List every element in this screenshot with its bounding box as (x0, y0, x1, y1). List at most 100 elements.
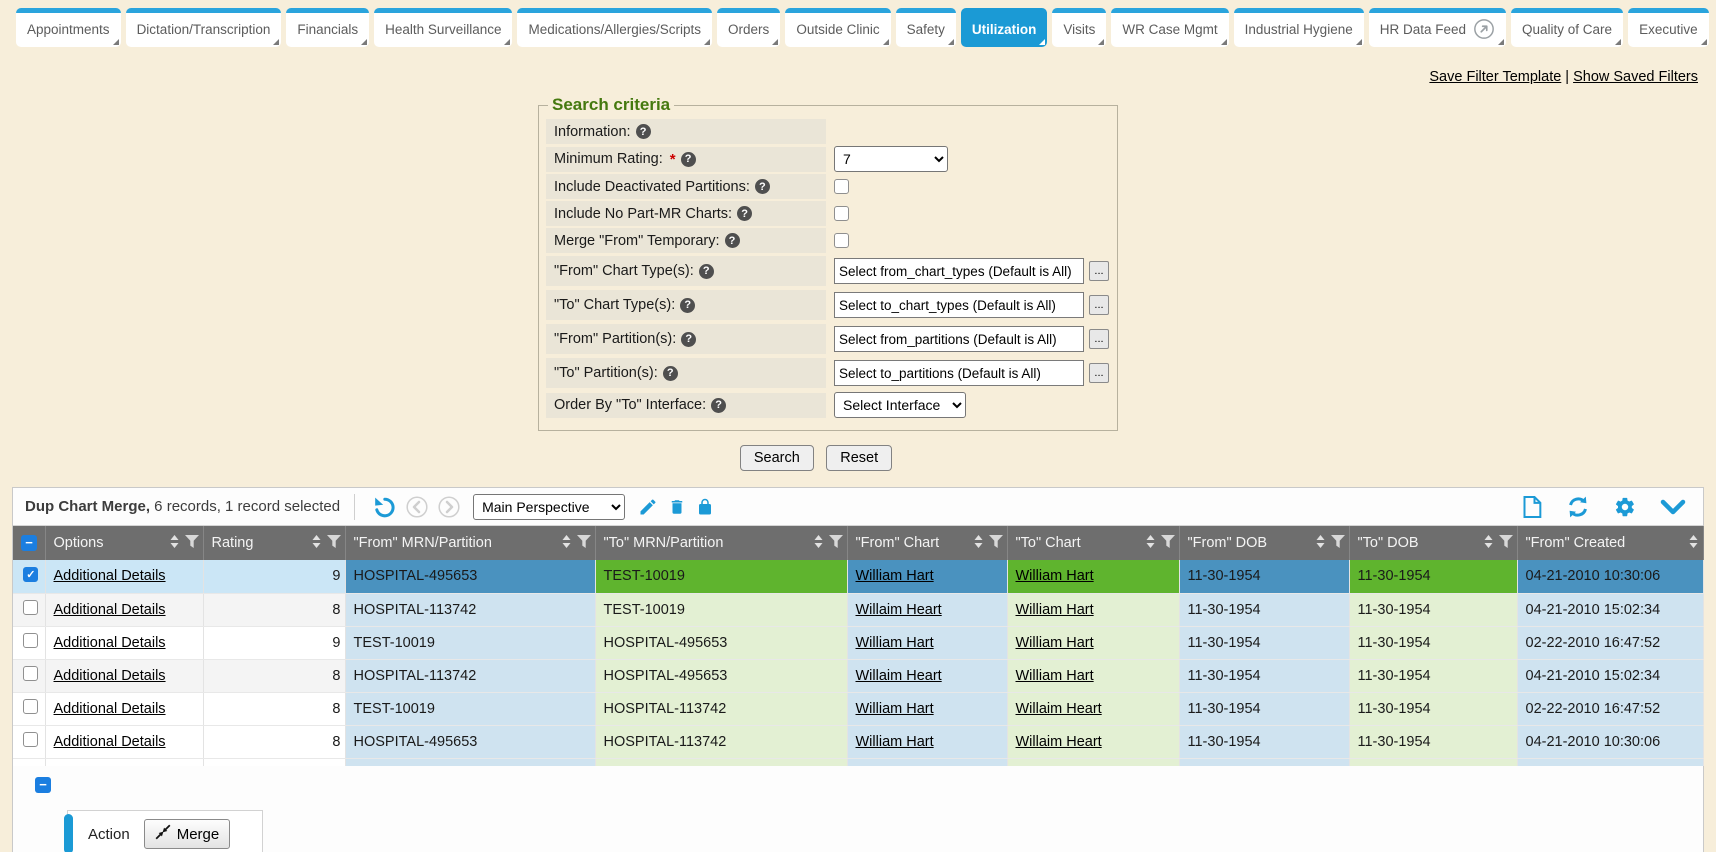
additional-details-link[interactable]: Additional Details (53, 601, 166, 618)
row-checkbox[interactable] (23, 666, 39, 681)
to-partitions-picker-button[interactable] (1089, 363, 1109, 383)
chevron-left-circle-icon[interactable] (406, 495, 428, 518)
tab-industrial-hygiene[interactable]: Industrial Hygiene (1233, 8, 1364, 47)
column-header-to-mrn-partition[interactable]: "To" MRN/Partition (595, 526, 848, 560)
sort-arrows-icon[interactable] (973, 534, 984, 553)
undo-icon[interactable] (372, 495, 396, 519)
merge-button[interactable]: Merge (143, 819, 231, 849)
tab-hr-data-feed[interactable]: HR Data Feed (1368, 8, 1507, 47)
sort-arrows-icon[interactable] (311, 534, 322, 553)
additional-details-link[interactable]: Additional Details (53, 667, 166, 684)
row-checkbox[interactable] (23, 600, 39, 615)
from-partitions-input[interactable] (834, 326, 1084, 352)
help-icon[interactable] (711, 397, 727, 413)
tab-orders[interactable]: Orders (717, 8, 781, 47)
from-partitions-picker-button[interactable] (1089, 329, 1109, 349)
merge-from-temporary-checkbox[interactable] (834, 233, 849, 248)
additional-details-link[interactable]: Additional Details (53, 733, 166, 750)
row-checkbox[interactable] (23, 699, 39, 714)
funnel-icon[interactable] (828, 534, 843, 552)
funnel-icon[interactable] (1330, 534, 1345, 552)
to-chart-types-input[interactable] (834, 292, 1084, 318)
to-chart-link[interactable]: Willaim Heart (1015, 733, 1102, 750)
perspective-select[interactable]: Main Perspective (473, 493, 626, 520)
include-deactivated-partitions-checkbox[interactable] (834, 179, 849, 194)
help-icon[interactable] (737, 206, 753, 221)
funnel-icon[interactable] (1160, 534, 1175, 552)
additional-details-link[interactable]: Additional Details (53, 700, 166, 717)
tab-quality-of-care[interactable]: Quality of Care (1511, 8, 1624, 47)
refresh-icon[interactable] (1566, 495, 1590, 519)
lock-icon[interactable] (696, 497, 714, 517)
from-chart-link[interactable]: William Hart (855, 733, 934, 750)
gear-icon[interactable] (1614, 496, 1636, 518)
sort-arrows-icon[interactable] (1483, 534, 1494, 553)
from-chart-link[interactable]: William Hart (855, 700, 934, 717)
funnel-icon[interactable] (576, 534, 591, 552)
sort-arrows-icon[interactable] (1315, 534, 1326, 553)
to-chart-link[interactable]: William Hart (1015, 601, 1094, 618)
tab-medications-allergies-scripts[interactable]: Medications/Allergies/Scripts (517, 8, 713, 47)
search-button[interactable]: Search (739, 445, 814, 471)
help-icon[interactable] (754, 179, 770, 194)
column-header-rating[interactable]: Rating (203, 526, 346, 560)
tab-safety[interactable]: Safety (895, 8, 956, 47)
column-header-from-mrn-partition[interactable]: "From" MRN/Partition (345, 526, 596, 560)
external-link-circle-icon[interactable] (1473, 18, 1495, 40)
row-checkbox[interactable] (23, 732, 39, 747)
from-chart-types-picker-button[interactable] (1089, 261, 1109, 281)
help-icon[interactable] (698, 263, 714, 279)
tab-outside-clinic[interactable]: Outside Clinic (785, 8, 891, 47)
column-header-from-dob[interactable]: "From" DOB (1179, 526, 1350, 560)
sort-arrows-icon[interactable] (813, 534, 824, 553)
column-header-options[interactable]: Options (45, 526, 204, 560)
select-all-bottom-checkbox[interactable] (35, 776, 51, 793)
to-partitions-input[interactable] (834, 360, 1084, 386)
trash-icon[interactable] (668, 497, 686, 517)
save-filter-template-link[interactable]: Save Filter Template (1429, 69, 1562, 85)
chevron-down-icon[interactable] (1660, 498, 1686, 516)
chevron-right-circle-icon[interactable] (438, 495, 460, 518)
funnel-icon[interactable] (326, 534, 341, 552)
help-icon[interactable] (662, 365, 678, 381)
sort-arrows-icon[interactable] (1688, 534, 1699, 553)
reset-button[interactable]: Reset (826, 445, 893, 471)
column-header-to-dob[interactable]: "To" DOB (1349, 526, 1518, 560)
new-document-icon[interactable] (1522, 495, 1542, 519)
from-chart-link[interactable]: William Hart (855, 568, 934, 585)
to-chart-link[interactable]: William Hart (1015, 634, 1094, 651)
help-icon[interactable] (680, 151, 696, 167)
from-chart-link[interactable]: Willaim Heart (855, 667, 942, 684)
sort-arrows-icon[interactable] (169, 534, 180, 553)
tab-wr-case-mgmt[interactable]: WR Case Mgmt (1111, 8, 1229, 47)
show-saved-filters-link[interactable]: Show Saved Filters (1573, 69, 1698, 85)
from-chart-types-input[interactable] (834, 258, 1084, 284)
funnel-icon[interactable] (988, 534, 1003, 552)
sort-arrows-icon[interactable] (1145, 534, 1156, 553)
column-header-from-created[interactable]: "From" Created (1517, 526, 1704, 560)
pencil-icon[interactable] (638, 497, 658, 517)
sort-arrows-icon[interactable] (561, 534, 572, 553)
tab-visits[interactable]: Visits (1052, 8, 1107, 47)
help-icon[interactable] (681, 331, 697, 347)
tab-health-surveillance[interactable]: Health Surveillance (374, 8, 513, 47)
funnel-icon[interactable] (1498, 534, 1513, 552)
to-chart-types-picker-button[interactable] (1089, 295, 1109, 315)
tab-financials[interactable]: Financials (286, 8, 370, 47)
column-header-to-chart[interactable]: "To" Chart (1007, 526, 1180, 560)
help-icon[interactable] (635, 124, 651, 139)
tab-executive[interactable]: Executive (1628, 8, 1709, 47)
additional-details-link[interactable]: Additional Details (53, 568, 166, 585)
help-icon[interactable] (680, 297, 696, 313)
from-chart-link[interactable]: William Hart (855, 634, 934, 651)
additional-details-link[interactable]: Additional Details (53, 634, 166, 651)
to-chart-link[interactable]: William Hart (1015, 568, 1094, 585)
tab-appointments[interactable]: Appointments (16, 8, 121, 47)
tab-dictation-transcription[interactable]: Dictation/Transcription (125, 8, 282, 47)
minimum-rating-select[interactable]: 7 (834, 146, 948, 172)
help-icon[interactable] (724, 233, 740, 248)
to-chart-link[interactable]: Willaim Heart (1015, 700, 1102, 717)
tab-utilization-active[interactable]: Utilization (960, 8, 1048, 47)
to-chart-link[interactable]: William Hart (1015, 667, 1094, 684)
from-chart-link[interactable]: Willaim Heart (855, 601, 942, 618)
